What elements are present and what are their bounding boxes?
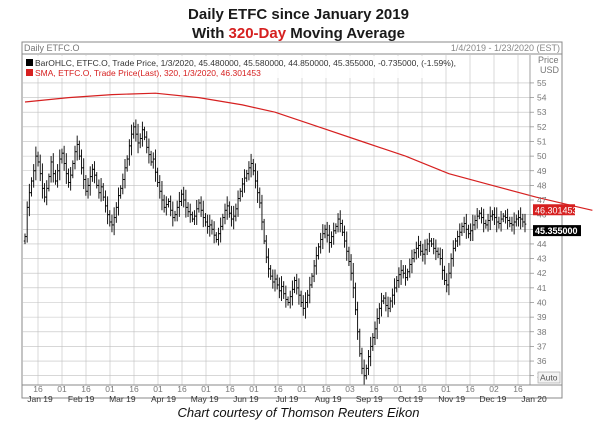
- grid: [22, 55, 530, 385]
- x-tick-label: 02: [489, 384, 499, 394]
- x-tick-label: 01: [153, 384, 163, 394]
- y-tick-label: 53: [537, 107, 547, 117]
- x-tick-label: 16: [273, 384, 283, 394]
- subtitle-highlight: 320-Day: [228, 25, 287, 42]
- x-tick-label: 01: [297, 384, 307, 394]
- y-tick-label: 37: [537, 341, 547, 351]
- y-tick-label: 39: [537, 312, 547, 322]
- x-tick-label: 16: [33, 384, 43, 394]
- y-tick-label: 52: [537, 122, 547, 132]
- x-month-label: Jan 20: [521, 394, 547, 404]
- x-month-label: Aug 19: [315, 394, 342, 404]
- ohlc-bar: [523, 213, 527, 233]
- x-tick-label: 16: [513, 384, 523, 394]
- x-tick-label: 01: [441, 384, 451, 394]
- y-tick-label: 54: [537, 93, 547, 103]
- x-axis: 16 01 16 01 16 01 16 01 16 01 16 01 16 03 16 01 16 01 16 02…: [27, 384, 547, 404]
- chart-title: Daily ETFC since January 2019: [188, 6, 409, 23]
- date-range-label: 1/4/2019 - 1/23/2020 (EST): [451, 43, 560, 53]
- chart-caption: Chart courtesy of Thomson Reuters Eikon: [177, 405, 420, 420]
- y-tick-label: 36: [537, 356, 547, 366]
- sma-320-line: [24, 92, 593, 211]
- y-tick-label: 40: [537, 297, 547, 307]
- sma-value-tag-text: 46.301453: [535, 205, 578, 215]
- y-tick-label: 48: [537, 180, 547, 190]
- x-tick-label: 16: [81, 384, 91, 394]
- x-tick-label: 16: [417, 384, 427, 394]
- x-tick-label: 16: [129, 384, 139, 394]
- x-month-label: Apr 19: [151, 394, 176, 404]
- currency-axis-title: USD: [540, 65, 560, 75]
- x-tick-label: 01: [105, 384, 115, 394]
- legend-sma-swatch: [26, 69, 33, 76]
- x-tick-label: 01: [201, 384, 211, 394]
- price-axis-title: Price: [538, 55, 559, 65]
- auto-scale-button[interactable]: [537, 371, 561, 384]
- y-tick-label: 47: [537, 195, 547, 205]
- y-tick-label: 43: [537, 254, 547, 264]
- y-tick-label: 50: [537, 151, 547, 161]
- x-month-label: Oct 19: [398, 394, 423, 404]
- ohlc-bars: [23, 119, 527, 385]
- x-tick-label: 16: [369, 384, 379, 394]
- x-tick-label: 01: [57, 384, 67, 394]
- y-tick-label: 49: [537, 166, 547, 176]
- x-tick-label: 16: [321, 384, 331, 394]
- value-tags: 46.301453 45.355000: [533, 204, 581, 237]
- y-tick-label: 41: [537, 283, 547, 293]
- legend-box: [24, 56, 444, 78]
- last-price-tag-text: 45.355000: [535, 226, 578, 236]
- symbol-label: Daily ETFC.O: [24, 43, 80, 53]
- x-month-label: Jan 19: [27, 394, 53, 404]
- y-tick-label: 55: [537, 78, 547, 88]
- x-month-label: Jun 19: [233, 394, 259, 404]
- x-month-label: Feb 19: [68, 394, 95, 404]
- x-month-label: Dec 19: [479, 394, 506, 404]
- x-tick-label: 16: [465, 384, 475, 394]
- y-tick-label: 44: [537, 239, 547, 249]
- y-tick-label: 51: [537, 136, 547, 146]
- x-tick-label: 16: [177, 384, 187, 394]
- x-tick-label: 03: [345, 384, 355, 394]
- legend-bar-swatch: [26, 59, 33, 66]
- x-month-label: Jul 19: [276, 394, 299, 404]
- x-tick-label: 01: [393, 384, 403, 394]
- last-price-tag: [533, 225, 581, 237]
- x-tick-label: 01: [249, 384, 259, 394]
- x-month-label: Nov 19: [438, 394, 465, 404]
- chart-subtitle: With 320-Day Moving Average: [192, 25, 405, 42]
- y-tick-label: 38: [537, 327, 547, 337]
- y-tick-label: 42: [537, 268, 547, 278]
- x-month-label: May 19: [191, 394, 219, 404]
- legend-sma-text: SMA, ETFC.O, Trade Price(Last), 320, 1/3…: [35, 68, 261, 78]
- auto-scale-label: Auto: [540, 373, 558, 383]
- legend-bar-text: BarOHLC, ETFC.O, Trade Price, 1/3/2020, …: [35, 58, 456, 68]
- x-month-label: Mar 19: [109, 394, 136, 404]
- sma-value-tag: [533, 204, 575, 216]
- x-tick-label: 16: [225, 384, 235, 394]
- x-month-label: Sep 19: [356, 394, 383, 404]
